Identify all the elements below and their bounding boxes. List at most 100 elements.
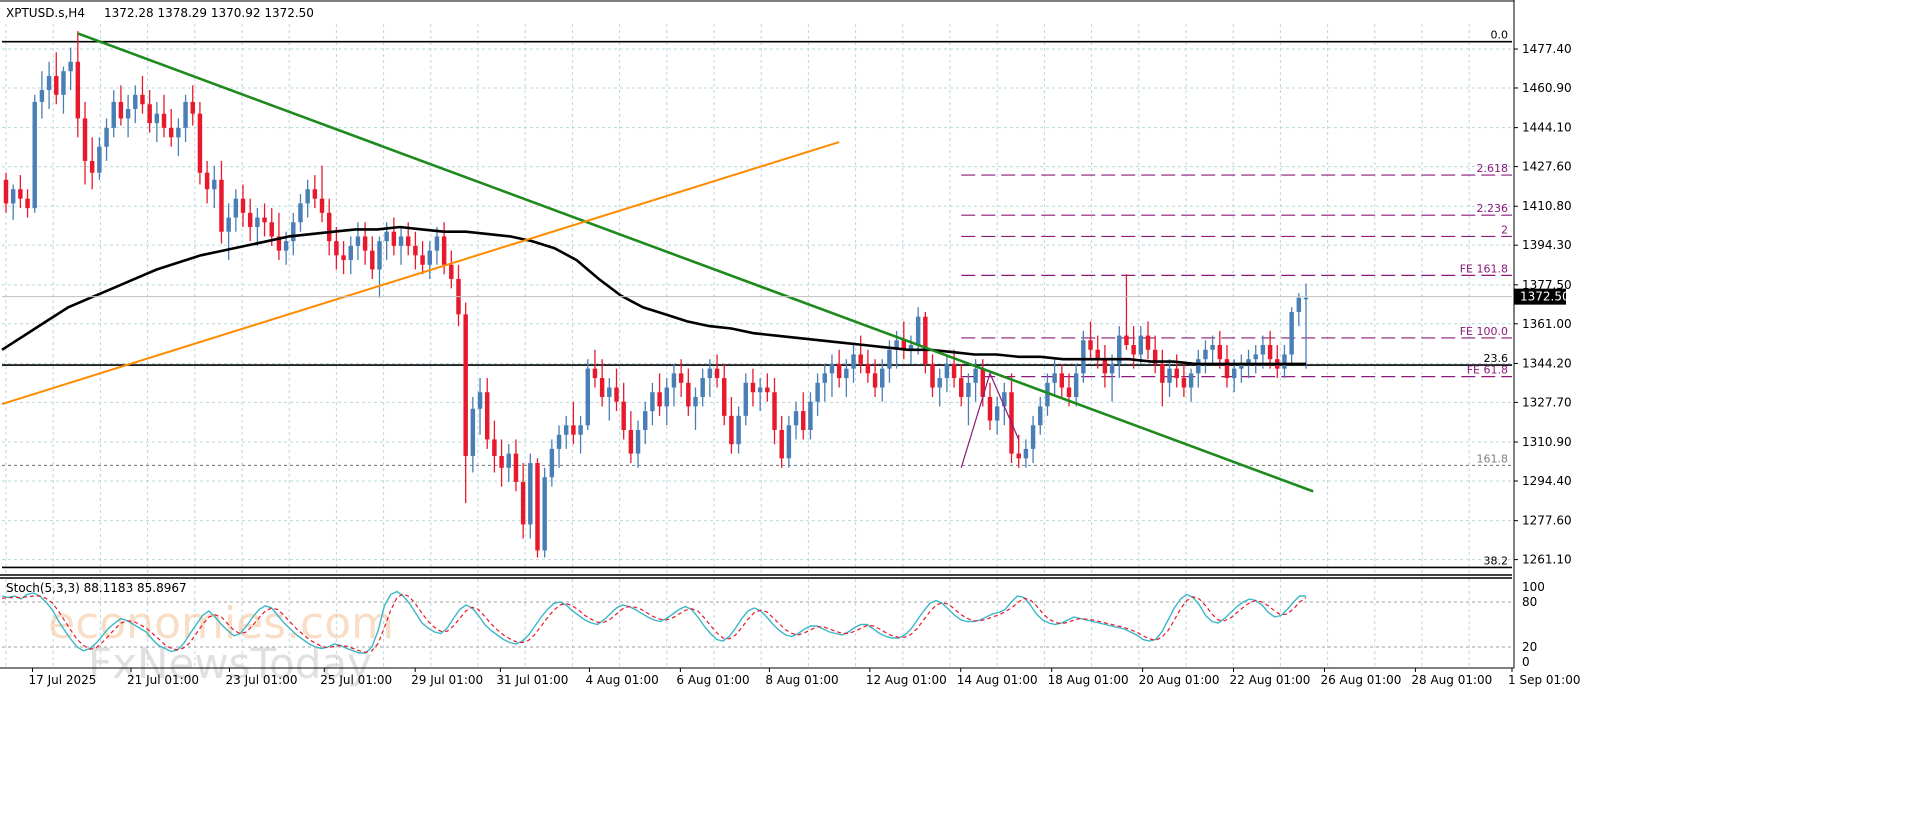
- fibo-expansion-pattern: [960, 371, 1020, 468]
- candle-body-144: [1038, 406, 1043, 426]
- candle-body-1: [10, 189, 16, 204]
- level-label-3: 2: [1501, 223, 1508, 236]
- candle-body-3: [25, 198, 30, 209]
- level-label-7: FE 61.8: [1467, 364, 1508, 377]
- candle-body-78: [563, 425, 569, 435]
- candle-body-51: [370, 250, 375, 270]
- candle-body-127: [915, 316, 921, 346]
- candle-body-84: [607, 387, 612, 397]
- candle-body-14: [104, 127, 109, 147]
- candle-body-173: [1246, 359, 1251, 364]
- candle-body-171: [1231, 368, 1237, 379]
- candle-body-150: [1081, 340, 1086, 374]
- time-tick-label-7: 6 Aug 01:00: [676, 673, 749, 687]
- time-tick-label-14: 26 Aug 01:00: [1320, 673, 1401, 687]
- stoch-signal-line: [1, 593, 1307, 653]
- candle-body-68: [492, 439, 497, 456]
- candle-body-76: [549, 448, 555, 478]
- price-tick-label-3: 1427.60: [1522, 160, 1572, 174]
- candle-body-165: [1188, 373, 1194, 388]
- candle-body-23: [168, 127, 174, 138]
- stoch-tick-label-2: 20: [1522, 640, 1537, 654]
- candle-body-77: [556, 434, 562, 449]
- level-label-2: 2.236: [1477, 202, 1509, 215]
- candle-body-5: [39, 90, 45, 102]
- candle-body-172: [1239, 363, 1244, 369]
- candle-body-100: [722, 378, 727, 416]
- candle-body-85: [614, 387, 619, 402]
- level-label-1: 2.618: [1477, 162, 1509, 175]
- time-tick-label-11: 18 Aug 01:00: [1048, 673, 1129, 687]
- time-tick-label-16: 1 Sep 01:00: [1508, 673, 1580, 687]
- candle-body-169: [1217, 345, 1223, 360]
- candle-body-60: [434, 236, 440, 251]
- candle-body-158: [1138, 335, 1144, 355]
- candle-body-56: [405, 236, 411, 246]
- candle-body-30: [219, 179, 224, 232]
- candle-body-73: [528, 463, 533, 525]
- time-tick-label-6: 4 Aug 01:00: [585, 673, 658, 687]
- candle-body-113: [815, 382, 820, 402]
- symbol-label: XPTUSD.s,H4: [6, 6, 85, 20]
- stoch-title: Stoch(5,3,3) 88.1183 85.8967: [6, 581, 187, 595]
- candle-body-137: [987, 396, 993, 421]
- candle-body-147: [1059, 373, 1065, 388]
- candle-body-98: [707, 368, 713, 379]
- candle-body-111: [801, 411, 806, 431]
- green-downtrend-line[interactable]: [77, 32, 1314, 493]
- candle-body-176: [1267, 345, 1273, 360]
- level-label-8: 161.8: [1477, 452, 1509, 465]
- candle-body-29: [212, 179, 217, 190]
- candle-body-181: [1303, 297, 1309, 300]
- candle-body-139: [1002, 392, 1007, 407]
- candle-body-83: [599, 378, 605, 397]
- candle-body-88: [635, 430, 641, 454]
- candle-body-167: [1203, 349, 1208, 360]
- candle-body-57: [413, 245, 418, 256]
- candle-body-162: [1167, 368, 1172, 383]
- candle-body-72: [520, 481, 526, 525]
- candle-body-18: [133, 94, 138, 109]
- candle-body-6: [46, 75, 52, 91]
- candle-body-142: [1023, 448, 1029, 459]
- candle-body-44: [319, 198, 325, 213]
- candle-body-16: [118, 101, 124, 119]
- price-tick-label-13: 1261.10: [1522, 553, 1572, 567]
- candle-body-40: [291, 222, 296, 242]
- candle-body-62: [449, 264, 454, 279]
- candle-body-7: [54, 75, 59, 95]
- candle-body-180: [1296, 297, 1302, 312]
- time-tick-label-2: 23 Jul 01:00: [226, 673, 298, 687]
- candle-body-178: [1282, 354, 1287, 369]
- candle-body-65: [470, 408, 476, 456]
- candle-body-61: [441, 236, 447, 265]
- price-tick-label-0: 1477.40: [1522, 42, 1572, 56]
- candle-body-66: [477, 392, 483, 409]
- candle-body-31: [226, 217, 231, 232]
- candle-body-128: [923, 316, 928, 364]
- candle-body-69: [499, 455, 504, 468]
- price-tick-label-2: 1444.10: [1522, 121, 1572, 135]
- time-tick-label-0: 17 Jul 2025: [29, 673, 97, 687]
- time-tick-label-5: 31 Jul 01:00: [496, 673, 568, 687]
- candle-body-99: [714, 368, 720, 379]
- candle-body-90: [650, 392, 655, 412]
- orange-uptrend-line[interactable]: [1, 141, 840, 405]
- candle-body-45: [326, 212, 332, 242]
- candle-body-146: [1052, 373, 1057, 383]
- candle-body-117: [844, 368, 849, 379]
- candle-body-143: [1030, 425, 1036, 449]
- candle-body-152: [1095, 349, 1100, 360]
- level-label-4: FE 161.8: [1460, 262, 1508, 275]
- candle-body-132: [951, 363, 957, 379]
- candle-body-174: [1253, 354, 1258, 360]
- candle-body-103: [743, 382, 749, 416]
- price-tick-label-7: 1361.00: [1522, 317, 1572, 331]
- candle-body-124: [894, 340, 899, 350]
- candle-body-25: [183, 101, 188, 128]
- price-tick-label-5: 1394.30: [1522, 238, 1572, 252]
- candle-body-129: [930, 363, 935, 388]
